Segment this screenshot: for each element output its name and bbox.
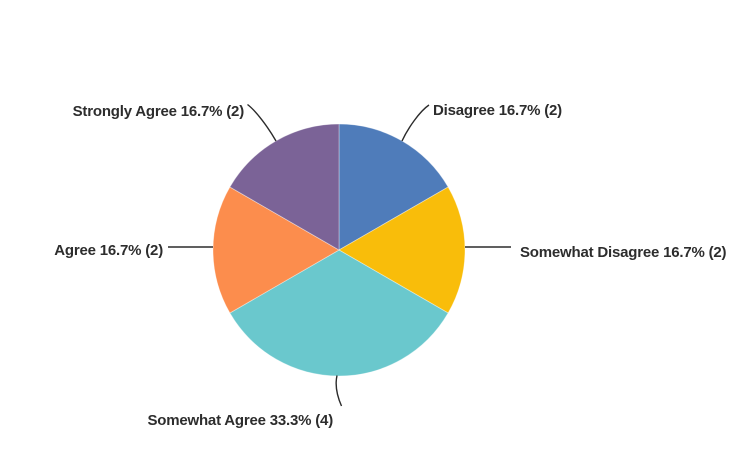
pie-slice-agree[interactable] xyxy=(212,186,340,314)
slice-label-strongly-agree: Strongly Agree 16.7% (2) xyxy=(72,103,245,120)
slice-label-disagree: Disagree 16.7% (2) xyxy=(433,102,562,119)
pie-slice-somewhat-disagree[interactable] xyxy=(338,186,466,314)
slice-label-somewhat-disagree: Somewhat Disagree 16.7% (2) xyxy=(520,244,727,261)
leader-lines-group xyxy=(168,103,511,407)
leader-line-strongly-agree xyxy=(247,103,277,142)
pie-slice-somewhat-agree[interactable] xyxy=(229,249,449,377)
leader-line-disagree xyxy=(401,104,430,142)
pie-slices-group xyxy=(212,123,466,377)
leader-line-somewhat-agree xyxy=(335,375,343,407)
slice-label-somewhat-agree: Somewhat Agree 33.3% (4) xyxy=(147,412,333,429)
slice-label-agree: Agree 16.7% (2) xyxy=(54,242,163,259)
